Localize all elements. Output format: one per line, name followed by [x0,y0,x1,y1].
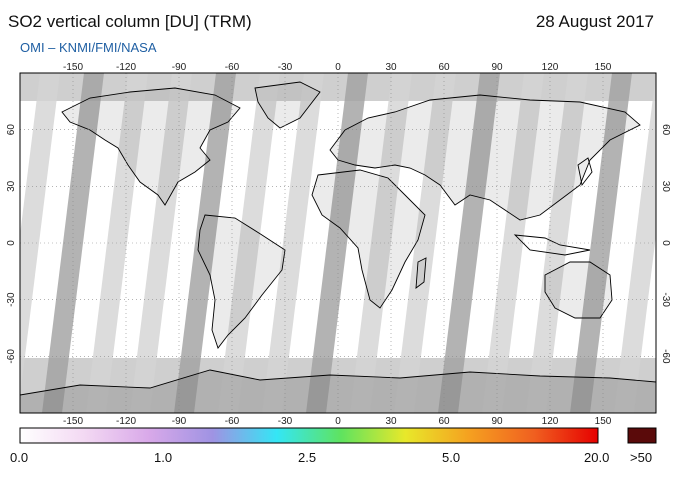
lon-ticks-top: -150 -120 -90 -60 -30 0 30 60 90 120 150 [63,62,612,73]
lat-ticks-right: 60 30 0 -30 -60 [660,124,671,364]
swath-band [394,73,456,413]
map-date: 28 August 2017 [535,12,654,31]
swath-band [20,73,60,397]
colorbar-label-3: 5.0 [442,450,461,465]
lon-tick-label-bottom: 30 [385,416,397,427]
swath-band [350,73,412,413]
swath-band [438,73,500,413]
colorbar-overflow-label: >50 [630,450,653,465]
antarctica [20,369,656,413]
lon-tick-label-bottom: 0 [335,416,341,427]
map-frame [19,72,657,414]
lon-tick-label-top: 120 [542,62,559,73]
lon-tick-label-bottom: -90 [172,416,187,427]
map-title: SO2 vertical column [DU] (TRM) [8,12,252,31]
lon-tick-label-top: -30 [278,62,293,73]
colorbar-label-0: 0.0 [10,450,29,465]
lon-tick-label-top: 0 [335,62,341,73]
swath-band [526,73,588,413]
lat-tick-label-right: -60 [660,349,671,364]
lat-ticks-left: 60 30 0 -30 -60 [6,124,17,364]
lat-tick-label-right: 0 [660,240,671,246]
data-credit: OMI – KNMI/FMI/NASA [20,40,157,55]
colorbar-label-4: 20.0 [584,450,610,465]
lon-tick-label-bottom: -30 [278,416,293,427]
colorbar-overflow-swatch [627,427,657,444]
lon-tick-label-top: -90 [172,62,187,73]
lon-tick-label-bottom: -60 [225,416,240,427]
eurasia [329,94,641,221]
indonesia [513,234,591,256]
swath-band [218,73,280,413]
north-america [61,87,241,206]
lon-tick-label-bottom: -120 [116,416,136,427]
lat-tick-label-left: -60 [6,349,17,364]
australia [544,261,613,319]
colorbar [19,427,599,444]
lon-tick-label-top: 60 [438,62,450,73]
lon-tick-label-bottom: 120 [542,416,559,427]
lon-tick-label-top: 90 [491,62,503,73]
swath-band [130,73,192,413]
coastlines [20,81,656,413]
lon-ticks-bottom: -150 -120 -90 -60 -30 0 30 60 90 120 150 [63,416,612,427]
lon-tick-label-top: 30 [385,62,397,73]
swath-band [306,73,368,413]
lon-tick-label-top: -120 [116,62,136,73]
lat-tick-label-left: 60 [6,124,17,136]
madagascar [415,257,427,289]
colorbar-label-2: 2.5 [298,450,317,465]
swath-band [614,73,656,413]
lat-tick-label-left: 30 [6,180,17,192]
south-america [197,214,286,349]
lon-tick-label-top: -150 [63,62,83,73]
satellite-swaths [20,73,656,413]
swath-band [86,73,148,413]
lon-tick-label-bottom: 60 [438,416,450,427]
graticule [20,73,656,413]
lat-tick-label-right: 60 [660,124,671,136]
lat-tick-label-left: 0 [6,240,17,246]
lon-tick-label-bottom: 90 [491,416,503,427]
lon-tick-label-top: -60 [225,62,240,73]
map-content [20,73,656,413]
greenland [254,81,321,129]
lat-tick-label-right: 30 [660,181,671,193]
lon-tick-label-bottom: -150 [63,416,83,427]
japan [577,157,593,187]
lon-tick-label-bottom: 150 [595,416,612,427]
swath-band [570,73,632,413]
lon-tick-label-top: 150 [595,62,612,73]
colorbar-label-1: 1.0 [154,450,173,465]
lat-tick-label-right: -30 [660,292,671,307]
swath-band [262,73,324,413]
lat-tick-label-left: -30 [6,292,17,307]
swath-band [174,73,236,413]
